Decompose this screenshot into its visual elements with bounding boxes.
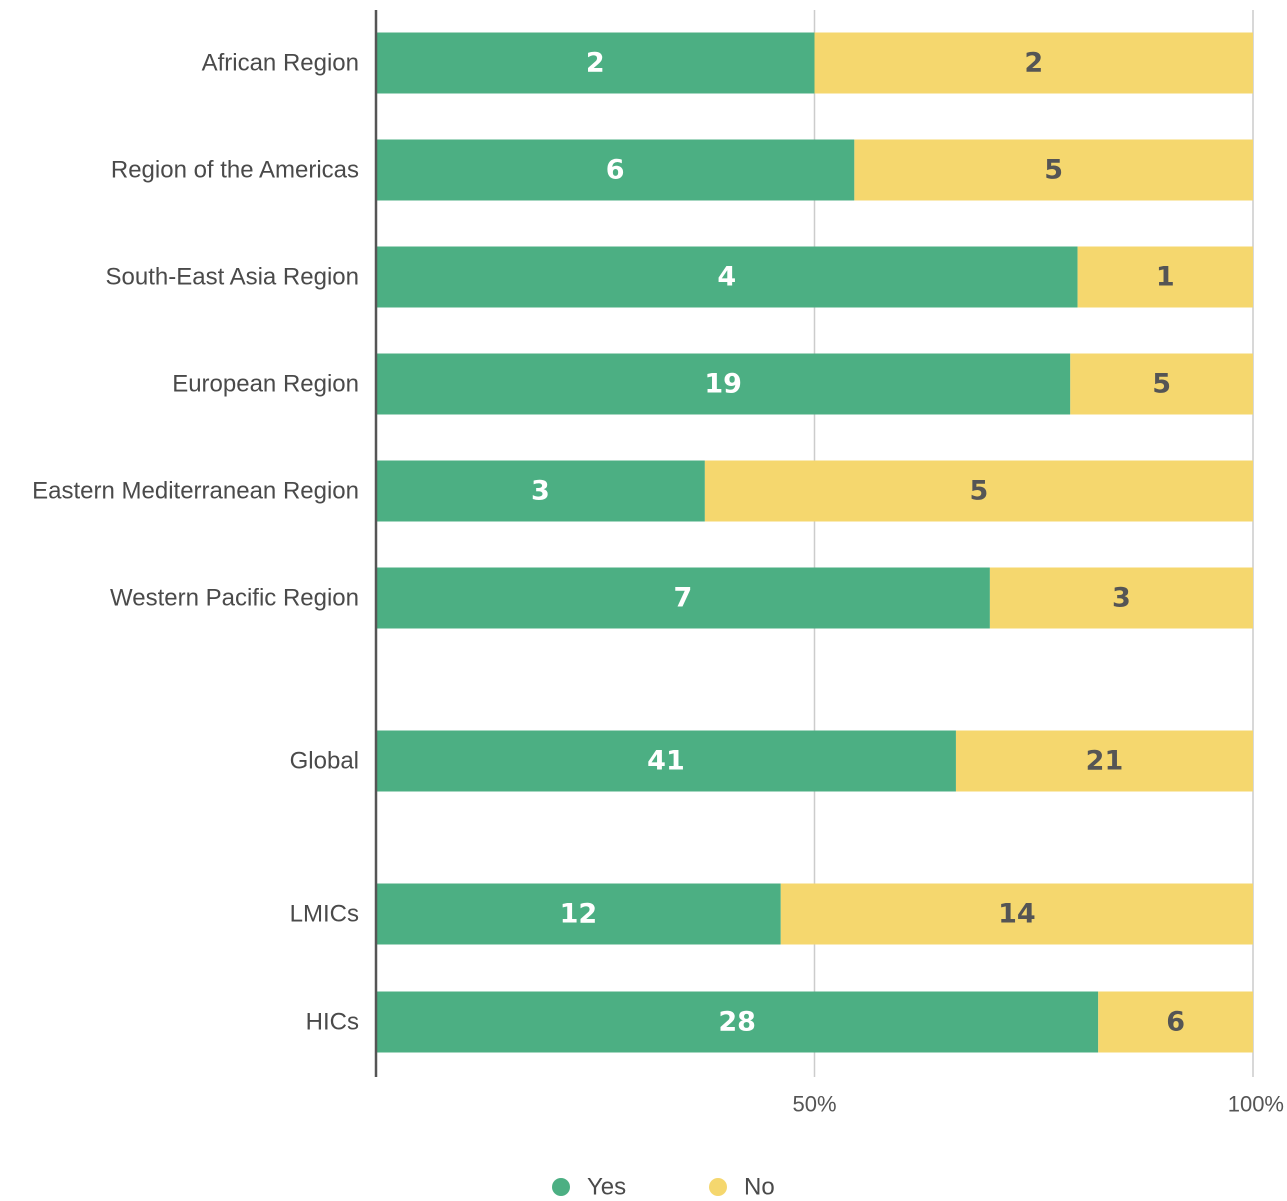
bar-yes-south-east-asia-region <box>376 246 1078 308</box>
category-label-african-region: African Region <box>202 50 359 77</box>
x-tick-label-100: 100% <box>1228 1092 1284 1117</box>
category-label-hics: HICs <box>306 1009 359 1036</box>
bar-yes-global <box>376 730 956 792</box>
bar-yes-eastern-mediterranean-region <box>376 460 705 522</box>
bar-yes-european-region <box>376 353 1071 415</box>
data-label-yes-hics: 28 <box>718 1007 756 1038</box>
bar-yes-lmics <box>376 883 781 945</box>
category-label-european-region: European Region <box>172 371 359 398</box>
data-label-no-african-region: 2 <box>1024 48 1043 79</box>
bar-no-western-pacific-region <box>989 567 1253 629</box>
data-label-no-western-pacific-region: 3 <box>1112 583 1131 614</box>
data-label-no-eastern-mediterranean-region: 5 <box>970 476 989 507</box>
data-label-yes-african-region: 2 <box>586 48 605 79</box>
data-label-yes-lmics: 12 <box>560 899 598 930</box>
category-label-eastern-mediterranean-region: Eastern Mediterranean Region <box>32 478 359 505</box>
legend-swatch-no <box>709 1178 727 1196</box>
bar-no-region-of-the-americas <box>854 139 1253 201</box>
bar-yes-western-pacific-region <box>376 567 990 629</box>
data-label-no-lmics: 14 <box>998 899 1036 930</box>
data-label-no-european-region: 5 <box>1152 369 1171 400</box>
bar-no-lmics <box>780 883 1253 945</box>
legend: Yes No <box>552 1174 775 1201</box>
bar-no-global <box>955 730 1253 792</box>
bar-no-european-region <box>1070 353 1253 415</box>
bar-no-eastern-mediterranean-region <box>704 460 1253 522</box>
category-label-south-east-asia-region: South-East Asia Region <box>106 264 360 291</box>
data-label-no-global: 21 <box>1086 746 1124 777</box>
data-label-yes-european-region: 19 <box>704 369 742 400</box>
legend-swatch-yes <box>552 1178 570 1196</box>
bar-yes-region-of-the-americas <box>376 139 855 201</box>
legend-label-no: No <box>744 1174 775 1201</box>
legend-label-yes: Yes <box>587 1174 626 1201</box>
data-label-yes-eastern-mediterranean-region: 3 <box>531 476 550 507</box>
x-tick-label-50: 50% <box>792 1092 836 1117</box>
category-label-lmics: LMICs <box>290 901 359 928</box>
category-labels: African Region Region of the Americas Sout… <box>32 50 359 1036</box>
category-label-western-pacific-region: Western Pacific Region <box>110 585 359 612</box>
data-label-no-region-of-the-americas: 5 <box>1044 155 1063 186</box>
category-label-global: Global <box>290 748 359 775</box>
data-label-yes-south-east-asia-region: 4 <box>717 262 736 293</box>
data-label-yes-global: 41 <box>647 746 685 777</box>
category-label-region-of-the-americas: Region of the Americas <box>111 157 359 184</box>
bar-no-south-east-asia-region <box>1077 246 1253 308</box>
data-label-yes-western-pacific-region: 7 <box>674 583 693 614</box>
data-label-no-south-east-asia-region: 1 <box>1156 262 1175 293</box>
bar-yes-african-region <box>376 32 815 94</box>
bar-no-african-region <box>814 32 1253 94</box>
bar-yes-hics <box>376 991 1099 1053</box>
data-label-no-hics: 6 <box>1166 1007 1185 1038</box>
bar-no-hics <box>1098 991 1253 1053</box>
data-label-yes-region-of-the-americas: 6 <box>606 155 625 186</box>
x-tick-labels: 50% 100% <box>792 1092 1284 1117</box>
